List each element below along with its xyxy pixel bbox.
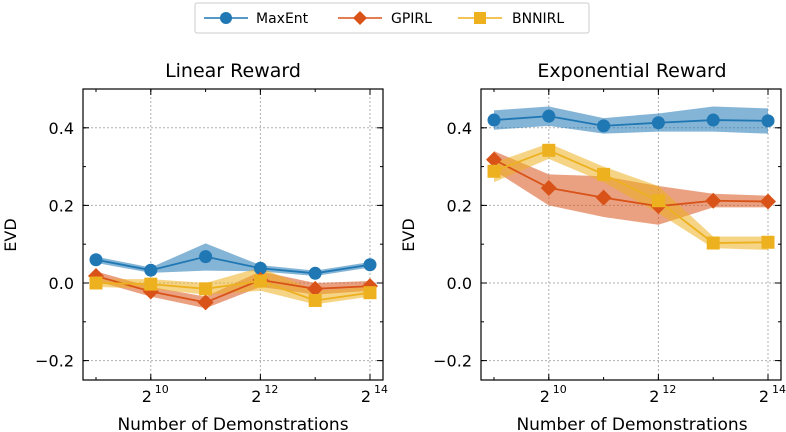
y-tick-label: 0.2 [447,196,472,215]
legend: MaxEnt GPIRL BNNIRL [194,2,590,34]
point-gpirl [540,179,557,196]
point-bnnirl [597,167,611,181]
x-tick-label-exponent: 10 [553,383,567,396]
point-gpirl [307,280,324,297]
y-tick-label: 0.2 [49,196,74,215]
chart-title: Exponential Reward [537,60,726,82]
x-tick-label-exponent: 14 [374,383,388,396]
point-maxent [761,114,775,128]
y-tick-label: −0.2 [35,352,74,371]
point-bnnirl [651,194,665,208]
x-tick-label-exponent: 14 [772,383,786,396]
y-tick-label: −0.2 [433,352,472,371]
plot-frame [82,88,384,381]
x-tick-label: 2 [361,387,371,406]
x-tick-label-exponent: 12 [264,383,278,396]
series-line-gpirl [95,275,371,304]
legend-marker-bnnirl [474,12,486,24]
point-maxent [89,253,103,267]
series-line-maxent [493,115,769,127]
series-line-maxent [95,255,371,275]
point-maxent [308,266,322,280]
series-line-bnnirl [95,280,371,302]
point-maxent [363,258,377,272]
x-tick-label: 2 [142,387,152,406]
legend-label-bnnirl: BNNIRL [512,11,564,27]
legend-item-bnnirl: BNNIRL [458,11,564,27]
point-bnnirl [363,286,377,300]
x-tick-label: 2 [540,387,550,406]
point-bnnirl [542,143,556,157]
point-maxent [144,263,158,277]
legend-marker-gpirl [353,11,367,25]
point-gpirl [197,294,214,311]
point-bnnirl [308,293,322,307]
legend-label-gpirl: GPIRL [391,11,432,27]
point-maxent [542,109,556,123]
plot-area: −0.20.00.20.42 10 2 12 2 14 [433,88,786,406]
point-bnnirl [144,277,158,291]
y-tick-label: 0.0 [447,274,472,293]
plot-background [481,89,781,380]
x-tick-label: 2 [649,387,659,406]
x-tick-label-exponent: 12 [662,383,676,396]
y-axis-label: EVD [1,218,20,251]
panel-linear-reward: Linear Reward Number of Demonstrations E… [1,60,388,432]
point-maxent [199,250,213,264]
band-maxent [96,243,370,277]
legend-item-gpirl: GPIRL [338,11,432,27]
x-axis-label: Number of Demonstrations [117,415,348,432]
panel-exponential-reward: Exponential Reward Number of Demonstrati… [399,60,786,432]
point-bnnirl [89,276,103,290]
band-bnnirl [494,143,768,251]
point-gpirl [486,151,502,168]
x-axis-label: Number of Demonstrations [516,415,747,432]
chart-title: Linear Reward [165,60,301,82]
x-tick-label: 2 [251,387,261,406]
legend-marker-maxent [220,12,232,24]
point-bnnirl [253,274,267,288]
x-tick-label-exponent: 10 [155,383,169,396]
legend-frame [194,2,590,34]
x-tick-label: 2 [759,387,769,406]
plot-background [83,89,383,380]
band-maxent [494,106,768,134]
point-gpirl [705,192,722,209]
series-line-bnnirl [493,149,769,244]
y-axis-label: EVD [399,218,418,251]
plot-frame [480,88,782,381]
legend-label-maxent: MaxEnt [256,11,309,27]
point-bnnirl [199,282,213,296]
point-maxent [651,116,665,130]
point-gpirl [595,189,612,206]
y-tick-label: 0.4 [447,119,472,138]
point-gpirl [760,193,776,210]
series-line-gpirl [493,158,769,208]
plot-area: −0.20.00.20.42 10 2 12 2 14 [35,88,388,406]
point-maxent [597,119,611,133]
y-tick-label: 0.0 [49,274,74,293]
point-bnnirl [487,164,501,178]
point-maxent [706,113,720,127]
point-bnnirl [706,236,720,250]
point-bnnirl [761,235,775,249]
point-maxent [487,113,501,127]
point-maxent [253,261,267,275]
y-tick-label: 0.4 [49,119,74,138]
legend-item-maxent: MaxEnt [204,11,309,27]
